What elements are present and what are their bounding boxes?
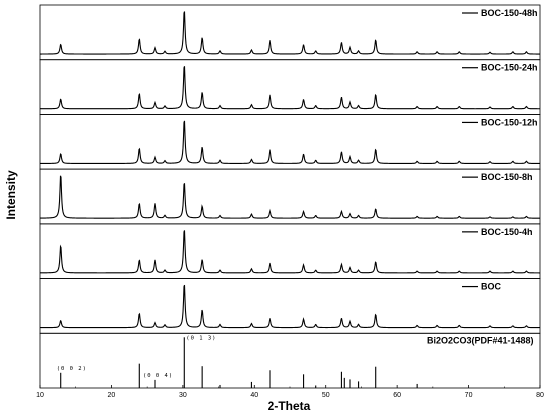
legend-label: BOC-150-48h xyxy=(481,8,538,18)
legend-label: BOC-150-8h xyxy=(481,172,533,182)
x-tick-label: 50 xyxy=(322,392,330,399)
series-line-2 xyxy=(40,66,540,110)
series-line-6 xyxy=(39,284,540,329)
series-line-3 xyxy=(40,120,541,165)
y-axis-title: Intensity xyxy=(4,170,18,220)
peak-annotation: (0 0 2) xyxy=(57,366,87,372)
legend-label: BOC-150-24h xyxy=(481,63,538,73)
x-tick-label: 70 xyxy=(465,392,473,399)
legend-label: BOC-150-12h xyxy=(481,117,538,127)
legend-label: BOC-150-4h xyxy=(481,227,533,237)
x-tick-label: 30 xyxy=(179,392,187,399)
series-line-1 xyxy=(40,11,540,55)
x-tick-label: 80 xyxy=(536,392,544,399)
peak-annotation: (0 1 3) xyxy=(186,335,216,341)
x-tick-label: 60 xyxy=(393,392,401,399)
x-tick-label: 10 xyxy=(36,392,44,399)
series-line-4 xyxy=(40,175,540,219)
series-line-5 xyxy=(40,230,540,274)
reference-legend: Bi2O2CO3(PDF#41-1488) xyxy=(427,335,534,345)
x-axis-title: 2-Theta xyxy=(268,399,311,413)
x-tick-label: 40 xyxy=(250,392,258,399)
legend-label: BOC xyxy=(481,282,502,292)
peak-annotation: (0 0 4) xyxy=(143,373,173,379)
x-tick-label: 20 xyxy=(108,392,116,399)
